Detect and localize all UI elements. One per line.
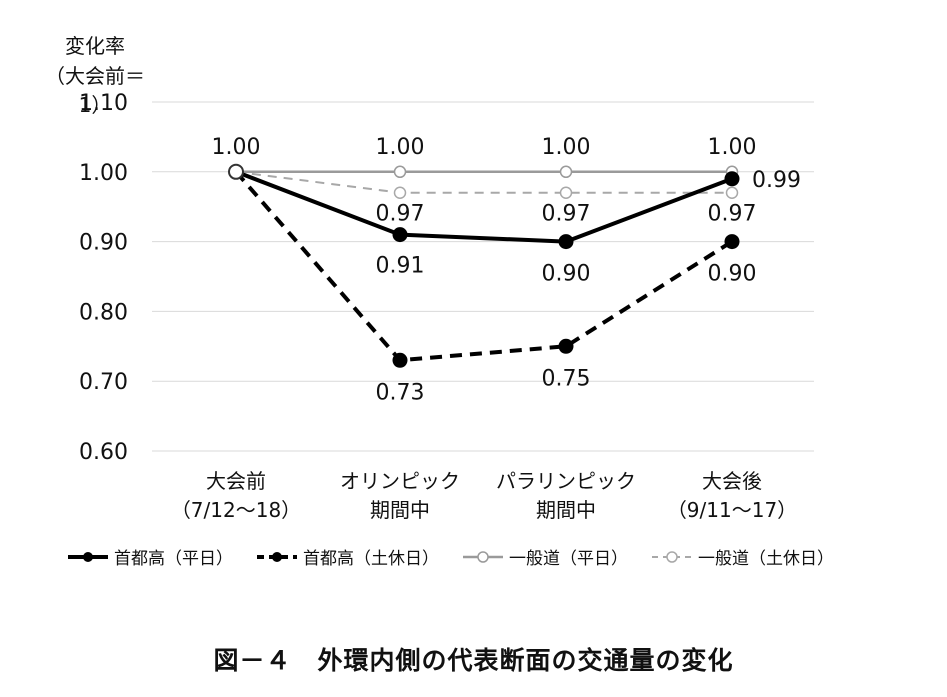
- y-axis-label-line2: （大会前＝1）: [45, 64, 145, 117]
- legend-swatch-shutoko-weekday: [68, 551, 108, 562]
- y-tick-label: 0.70: [79, 370, 128, 395]
- legend: 首都高（平日） 首都高（土休日） 一般道（平日） 一般道（土休日）: [66, 544, 856, 569]
- legend-item-shutoko-holiday: 首都高（土休日）: [255, 544, 439, 569]
- legend-swatch-general-holiday: [652, 550, 692, 563]
- legend-label-shutoko-weekday: 首都高（平日）: [114, 549, 233, 569]
- x-tick-label: パラリンピック: [496, 469, 636, 493]
- x-tick-label: （9/11～17）: [667, 498, 797, 522]
- data-label: 1.00: [542, 135, 591, 160]
- data-point: [559, 165, 573, 179]
- y-tick-label: 0.90: [79, 231, 128, 256]
- x-tick-label: 大会前: [206, 469, 266, 493]
- x-tick-label: オリンピック: [340, 469, 460, 493]
- data-point: [392, 227, 408, 243]
- legend-item-general-weekday: 一般道（平日）: [461, 544, 628, 569]
- data-label: 0.99: [752, 168, 801, 193]
- line-chart: 1.10 1.00 0.90 0.80 0.70 0.60 大会前 （7/12～18） オリンピ…: [79, 91, 814, 522]
- y-tick-label: 1.00: [79, 161, 128, 186]
- x-tick-label: 期間中: [536, 498, 596, 522]
- data-point: [724, 234, 740, 250]
- legend-label-general-weekday: 一般道（平日）: [509, 549, 628, 569]
- data-label: 1.00: [708, 135, 757, 160]
- data-point: [724, 171, 740, 187]
- series-line: [235, 169, 733, 244]
- legend-item-shutoko-weekday: 首都高（平日）: [66, 544, 233, 569]
- legend-item-general-holiday: 一般道（土休日）: [650, 544, 834, 569]
- data-point: [228, 163, 244, 180]
- data-label: 0.90: [542, 262, 591, 287]
- x-tick-label: 大会後: [702, 469, 762, 493]
- data-label: 0.73: [376, 380, 425, 405]
- x-tick-label: 期間中: [370, 498, 430, 522]
- y-tick-label: 1.10: [79, 91, 128, 116]
- data-label: 0.97: [708, 202, 757, 227]
- data-point: [558, 234, 574, 250]
- data-label: 0.75: [542, 366, 591, 391]
- data-label: 0.90: [708, 262, 757, 287]
- data-point: [392, 352, 408, 368]
- data-label: 0.97: [376, 202, 425, 227]
- data-label: 0.91: [376, 254, 425, 279]
- series-line: [234, 170, 734, 363]
- data-point: [559, 186, 573, 199]
- data-point: [393, 186, 407, 199]
- legend-swatch-general-weekday: [463, 550, 503, 563]
- y-axis-label-line1: 変化率: [65, 34, 125, 58]
- figure-caption: 図－４ 外環内側の代表断面の交通量の変化: [213, 646, 734, 675]
- legend-swatch-shutoko-holiday: [257, 551, 297, 562]
- legend-label-shutoko-holiday: 首都高（土休日）: [303, 549, 439, 569]
- legend-label-general-holiday: 一般道（土休日）: [698, 549, 834, 569]
- data-label: 1.00: [212, 135, 261, 160]
- y-tick-label: 0.80: [79, 300, 128, 325]
- data-label: 1.00: [376, 135, 425, 160]
- y-tick-label: 0.60: [79, 440, 128, 465]
- series-line: [235, 170, 732, 194]
- data-label: 0.97: [542, 202, 591, 227]
- x-tick-label: （7/12～18）: [171, 498, 301, 522]
- data-point: [558, 338, 574, 354]
- data-point: [725, 186, 739, 199]
- data-point: [393, 165, 407, 179]
